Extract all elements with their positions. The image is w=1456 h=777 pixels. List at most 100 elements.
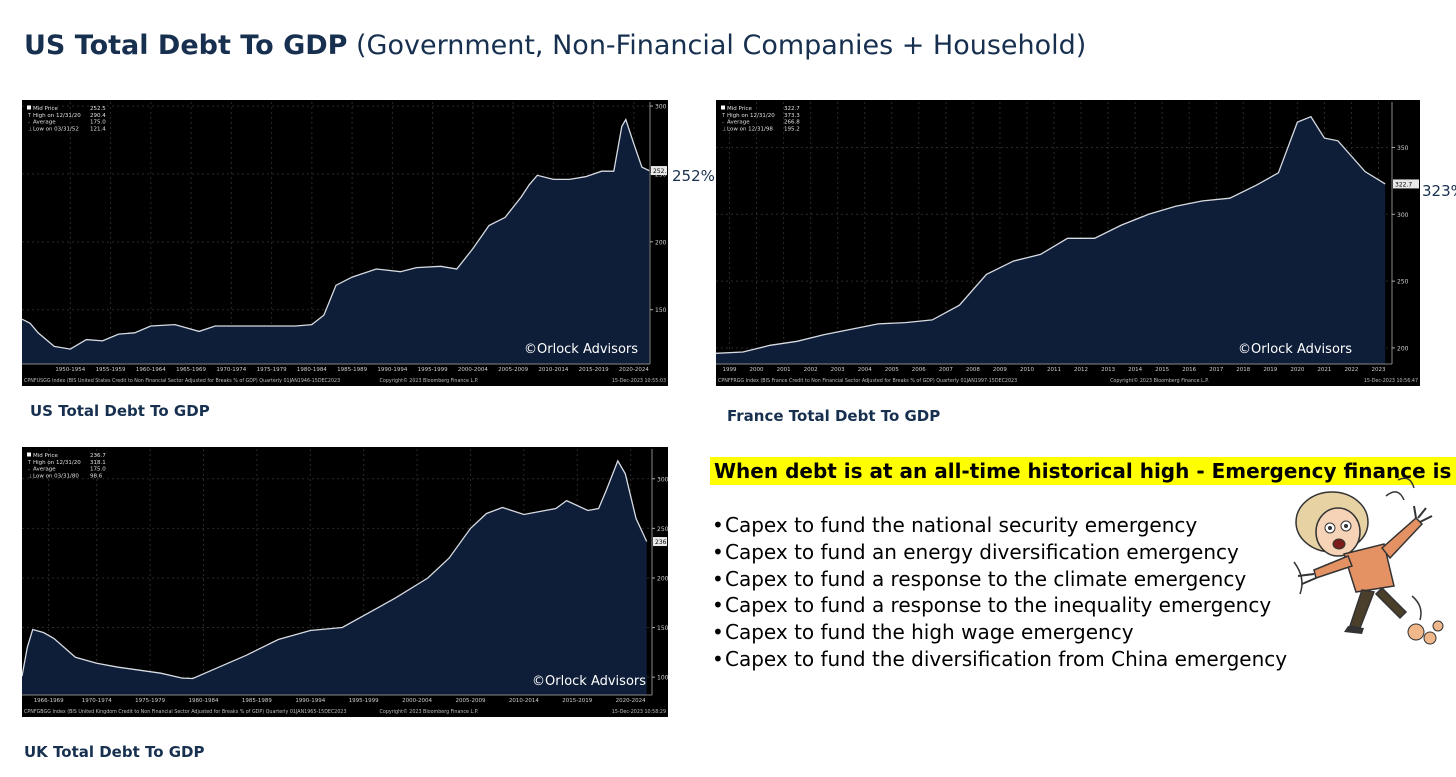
bullet-dot-icon: •: [712, 566, 724, 591]
x-tick-label: 2015: [1155, 367, 1169, 373]
y-tick-label: 250: [657, 526, 668, 533]
bullet-text: Capex to fund a response to the inequali…: [725, 593, 1272, 618]
legend-label: High on 12/31/20: [33, 460, 81, 466]
x-tick-label: 1965-1969: [176, 367, 206, 373]
x-tick-label: 1995-1999: [349, 698, 379, 704]
legend-marker: T: [27, 460, 32, 466]
legend-label: Average: [33, 120, 56, 126]
chart-footer-timestamp: 15-Dec-2023 10:58:29: [612, 709, 666, 715]
legend-label: Low on 03/31/52: [33, 126, 79, 132]
y-tick-label: 200: [657, 575, 668, 582]
bullet-item: •Capex to fund the diversification from …: [712, 646, 1287, 673]
bullet-text: Capex to fund the national security emer…: [725, 513, 1198, 537]
y-tick-label: 150: [655, 307, 667, 314]
x-tick-label: 2016: [1182, 367, 1196, 373]
x-tick-label: 2015-2019: [579, 367, 609, 373]
us-side-label: 252%: [672, 167, 715, 185]
legend-label: Mid Price: [33, 453, 59, 459]
legend-swatch: [27, 105, 31, 110]
y-tick-label: 150: [657, 625, 668, 632]
x-tick-label: 2018: [1236, 367, 1250, 373]
x-tick-label: 2000-2004: [458, 367, 488, 373]
legend-value: 236.7: [90, 453, 106, 459]
bullet-dot-icon: •: [712, 513, 724, 537]
bullet-dot-icon: •: [712, 646, 724, 671]
legend-swatch: [721, 105, 725, 110]
france-debt-chart: 200 250 300 350 322.7 1999 2000 2001 2002 2003 200…: [716, 100, 1420, 386]
last-value-tag: 252.5: [653, 168, 668, 175]
legend-label: Average: [727, 120, 750, 126]
legend-value: 175.0: [90, 467, 106, 473]
us-debt-chart-svg: 150200250300252.51950-19541955-19591960-…: [22, 100, 668, 386]
uk-debt-chart: 100 150 200 250 300 236.7 1966-1969 1970-1974 19…: [22, 447, 668, 717]
last-value-tag: 322.7: [1395, 181, 1412, 188]
bullet-item: •Capex to fund the national security eme…: [712, 512, 1287, 539]
x-tick-label: 2001: [777, 367, 791, 373]
france-debt-chart-svg: 200 250 300 350 322.7 1999 2000 2001 2002 2003 200…: [716, 100, 1420, 386]
x-tick-label: 2004: [858, 367, 872, 373]
x-tick-label: 2010: [1020, 367, 1034, 373]
x-tick-label: 2003: [831, 367, 845, 373]
last-value-tag: 236.7: [655, 539, 668, 546]
x-tick-label: 2019: [1263, 367, 1277, 373]
x-tick-label: 2005-2009: [498, 367, 528, 373]
x-tick-label: 2009: [993, 367, 1007, 373]
legend-value: 121.4: [90, 126, 106, 132]
us-debt-chart: 150200250300252.51950-19541955-19591960-…: [22, 100, 668, 386]
uk-debt-chart-svg: 100 150 200 250 300 236.7 1966-1969 1970-1974 19…: [22, 447, 668, 717]
x-tick-label: 1980-1984: [297, 367, 327, 373]
x-tick-label: 2014: [1128, 367, 1142, 373]
legend-value: 195.2: [784, 126, 800, 132]
x-tick-label: 2005-2009: [455, 698, 485, 704]
legend-marker: ⊥: [28, 126, 32, 132]
last-value-box: [651, 166, 667, 176]
bullet-item: •Capex to fund a response to the inequal…: [712, 592, 1287, 619]
legend-value: 373.3: [784, 113, 800, 119]
chart-watermark: ©Orlock Advisors: [1238, 342, 1352, 357]
x-tick-label: 1955-1959: [96, 367, 126, 373]
series-line: [22, 118, 650, 350]
y-tick-label: 300: [1397, 212, 1409, 219]
cartoon-figure-icon: [1286, 466, 1452, 656]
bullet-item: •Capex to fund a response to the climate…: [712, 566, 1287, 593]
page-title-rest: (Government, Non-Financial Companies + H…: [347, 30, 1087, 61]
chart-footer-copyright: Copyright© 2023 Bloomberg Finance L.P.: [380, 708, 479, 715]
bullet-dot-icon: •: [712, 539, 724, 564]
chart-footer-timestamp: 15-Dec-2023 10:55:03: [612, 378, 666, 384]
x-tick-label: 2012: [1074, 367, 1088, 373]
last-value-box: [653, 537, 667, 547]
x-tick-label: 1980-1984: [189, 698, 219, 704]
france-chart-caption: France Total Debt To GDP: [727, 407, 941, 425]
x-tick-label: 2020-2024: [616, 698, 646, 704]
legend-value: 252.5: [90, 106, 106, 112]
x-tick-label: 1975-1979: [257, 367, 287, 373]
series-line: [716, 115, 1386, 354]
x-tick-label: 2022: [1344, 367, 1358, 373]
x-tick-label: 2005: [885, 367, 899, 373]
uk-chart-caption: UK Total Debt To GDP: [24, 743, 205, 761]
legend-marker: T: [721, 113, 726, 119]
x-tick-label: 2011: [1047, 367, 1061, 373]
bullet-item: •Capex to fund the high wage emergency: [712, 619, 1287, 646]
x-tick-label: 2015-2019: [562, 698, 592, 704]
bullet-text: Capex to fund an energy diversification …: [725, 539, 1239, 564]
x-tick-label: 2006: [912, 367, 926, 373]
x-tick-label: 1970-1974: [216, 367, 246, 373]
x-tick-label: 2020: [1290, 367, 1304, 373]
series-area: [22, 119, 650, 364]
x-tick-label: 1985-1989: [337, 367, 367, 373]
bullet-dot-icon: •: [712, 620, 724, 645]
legend-label: Low on 12/31/98: [727, 126, 773, 132]
x-tick-label: 1975-1979: [135, 698, 165, 704]
legend-value: 318.1: [90, 460, 106, 466]
chart-footer-copyright: Copyright© 2023 Bloomberg Finance L.P.: [380, 377, 479, 384]
legend-value: 175.0: [90, 120, 106, 126]
x-tick-label: 1950-1954: [55, 367, 85, 373]
last-value-box: [1393, 179, 1419, 189]
x-tick-label: 1985-1989: [242, 698, 272, 704]
y-tick-label: 350: [1397, 145, 1409, 152]
x-tick-label: 1990-1994: [295, 698, 325, 704]
chart-watermark: ©Orlock Advisors: [524, 342, 638, 357]
emergency-callout: When debt is at an all-time historical h…: [710, 457, 1456, 485]
legend-marker: T: [27, 113, 32, 119]
